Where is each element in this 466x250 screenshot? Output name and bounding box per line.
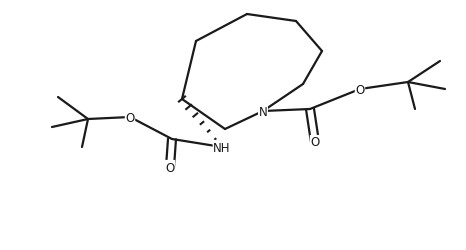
Text: O: O xyxy=(310,136,320,149)
Text: O: O xyxy=(125,111,135,124)
Text: NH: NH xyxy=(213,141,231,154)
Text: N: N xyxy=(259,105,267,118)
Text: O: O xyxy=(356,83,364,96)
Text: O: O xyxy=(165,161,175,174)
